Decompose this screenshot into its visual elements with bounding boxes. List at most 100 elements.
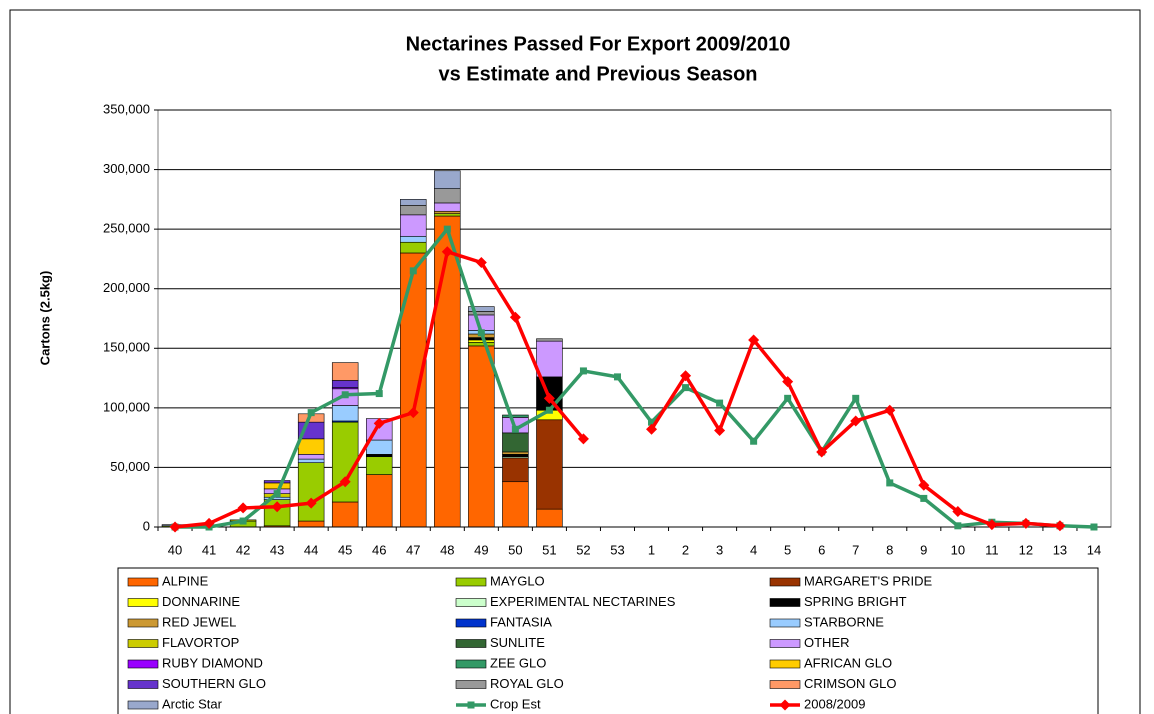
bar-segment [365,456,393,475]
line-marker [816,446,828,458]
line-marker [886,479,894,487]
x-tick-label: 12 [1019,542,1033,557]
x-tick-label: 41 [202,542,216,557]
line-marker [884,404,896,416]
legend-swatch [769,639,801,648]
legend-label: FLAVORTOP [162,635,239,650]
bar-segment [536,419,563,510]
legend-swatch [769,659,801,669]
legend-label: ROYAL GLO [490,676,564,691]
line-marker [952,506,964,518]
x-tick-label: 1 [648,542,655,557]
bar-segment [365,474,393,528]
x-tick-label: 42 [236,542,250,557]
line-marker [850,415,862,427]
bar-segment [400,252,427,528]
x-tick-label: 43 [270,542,284,557]
bar-segment [502,414,529,418]
bar-segment [297,454,325,460]
legend-label: SPRING BRIGHT [804,594,907,609]
line-marker [714,424,726,436]
bar-segment [263,482,291,490]
legend-label: MAYGLO [490,573,545,588]
legend-label: Arctic Star [162,696,223,711]
line-marker [680,370,692,382]
line-marker [986,519,998,531]
line-marker [782,376,794,388]
legend-swatch [455,639,487,648]
line-marker [239,517,247,525]
bar-segment [400,214,427,237]
bar-segment [502,454,529,458]
x-tick-label: 49 [474,542,488,557]
legend-label: DONNARINE [162,594,240,609]
bar-segment [297,462,325,522]
legend-label: EXPERIMENTAL NECTARINES [490,594,676,609]
line-marker [852,394,860,402]
line-marker [918,479,930,491]
line-marker [750,437,758,445]
legend-swatch [127,700,159,710]
bar-segment [468,342,495,347]
x-tick-label: 47 [406,542,420,557]
line-marker [467,701,475,709]
line-series [175,227,1095,529]
line-marker [779,699,791,711]
x-tick-label: 51 [542,542,556,557]
legend-swatch [127,598,159,607]
legend-swatch [127,577,159,587]
line-marker [475,257,487,269]
bar-segment [468,306,495,312]
bar-segment [263,480,291,484]
x-tick-label: 11 [985,542,999,557]
bar-segment [502,451,529,455]
legend-swatch [769,598,801,607]
line-marker [307,409,315,417]
legend-label: SUNLITE [490,635,545,650]
line-marker [237,502,249,514]
line-marker [748,334,760,346]
legend-label: SOUTHERN GLO [162,676,266,691]
bar-segment [434,202,461,212]
bar-segment [400,235,427,243]
legend-label: OTHER [804,635,850,650]
x-tick-label: 10 [951,542,965,557]
line-marker [375,390,383,398]
y-tick-label: 150,000 [103,340,150,355]
line-marker [920,494,928,502]
bar-segment [331,501,359,528]
bar-segment [400,241,427,254]
x-tick-label: 7 [852,542,859,557]
legend-swatch [769,618,801,628]
bar-segment [434,170,461,189]
legend-swatch [127,659,159,669]
line-marker [648,418,656,426]
bar-segment [536,340,563,378]
bar-segment [365,454,393,458]
line-marker [339,476,351,488]
bar-segment [434,215,461,528]
line-marker [443,225,451,233]
line-marker [613,373,621,381]
bar-segment [468,345,495,528]
bar-segment [434,213,461,217]
bar-segment [536,338,563,342]
line-marker [373,417,385,429]
legend-label: AFRICAN GLO [804,655,892,670]
y-tick-label: 350,000 [103,101,150,116]
y-tick-label: 100,000 [103,399,150,414]
bar-segment [297,520,325,528]
x-tick-label: 3 [716,542,723,557]
legend-swatch [127,639,159,648]
line-marker [545,406,553,414]
legend-label: Crop Est [490,696,541,711]
x-tick-label: 45 [338,542,352,557]
legend-swatch [455,577,487,587]
line-marker [509,311,521,323]
y-tick-label: 50,000 [110,459,150,474]
y-axis-label: Cartons (2.5kg) [37,271,52,366]
line-marker [1090,523,1098,531]
legend-label: 2008/2009 [804,696,865,711]
legend-swatch [769,680,801,689]
